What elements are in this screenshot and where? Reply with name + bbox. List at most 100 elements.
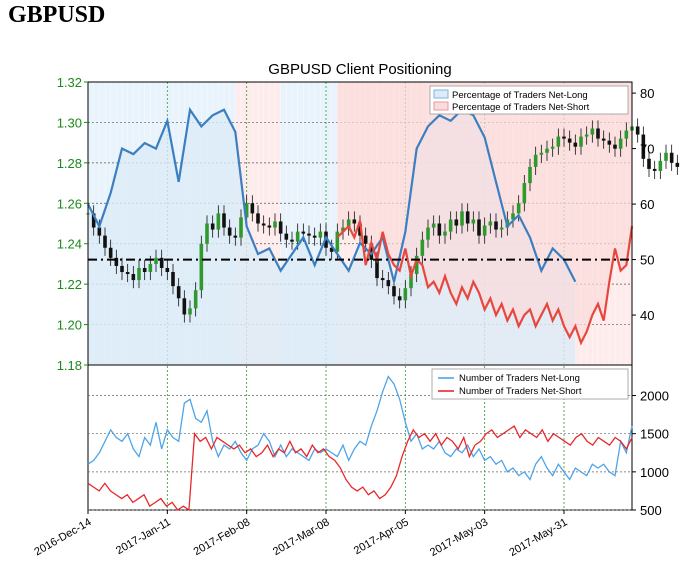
- candle-body: [522, 183, 527, 204]
- legend-label-short: Percentage of Traders Net-Short: [452, 102, 590, 113]
- candle-body: [528, 166, 532, 184]
- candle-body: [103, 235, 107, 248]
- candle-body: [584, 134, 589, 137]
- upper-legend-box: [429, 85, 629, 115]
- candle-body: [448, 219, 453, 232]
- candle-body: [397, 296, 402, 301]
- candle-body: [596, 128, 600, 139]
- candle-body: [284, 233, 289, 240]
- candle-body: [426, 227, 430, 240]
- candle-body: [261, 223, 266, 226]
- x-tick-label: 2017-May-31: [507, 516, 569, 559]
- lower-right-tick-label: 1500: [640, 427, 669, 442]
- candle-body: [193, 290, 198, 309]
- right-tick-label: 50: [640, 253, 654, 268]
- candle-body: [239, 217, 243, 238]
- candle-body: [318, 231, 323, 238]
- candle-body: [244, 203, 249, 218]
- candle-body: [267, 225, 272, 228]
- candle-body: [233, 235, 238, 238]
- candle-body: [658, 160, 663, 171]
- candle-body: [414, 255, 419, 275]
- candle-body: [363, 235, 368, 244]
- candle-body: [273, 221, 277, 228]
- candle-body: [256, 213, 260, 224]
- x-tick-label: 2017-Jan-11: [114, 516, 173, 557]
- candle-body: [131, 274, 136, 281]
- candle-body: [460, 211, 464, 226]
- page-title: GBPUSD: [8, 2, 106, 28]
- left-tick-label: 1.32: [57, 75, 82, 90]
- candle-body: [142, 267, 147, 273]
- candle-body: [545, 148, 549, 153]
- candle-body: [392, 286, 396, 297]
- candle-body: [539, 152, 544, 155]
- left-tick-label: 1.24: [57, 237, 82, 252]
- candle-body: [108, 247, 113, 258]
- candle-body: [409, 274, 413, 289]
- candle-body: [295, 231, 300, 242]
- candle-body: [380, 278, 385, 281]
- right-tick-label: 40: [640, 308, 654, 323]
- candle-body: [443, 231, 447, 236]
- left-tick-label: 1.28: [57, 156, 82, 171]
- candle-body: [647, 158, 651, 169]
- candle-body: [227, 227, 232, 236]
- candle-body: [312, 235, 317, 238]
- candle-body: [669, 152, 674, 163]
- left-tick-label: 1.18: [57, 358, 82, 373]
- left-tick-label: 1.30: [57, 115, 82, 130]
- candle-body: [488, 221, 493, 226]
- candle-body: [165, 267, 170, 273]
- candle-body: [624, 130, 629, 139]
- candle-body: [335, 231, 340, 252]
- legend-label-traders-long: Number of Traders Net-Long: [459, 373, 580, 384]
- candle-body: [341, 227, 345, 232]
- candle-body: [465, 211, 470, 224]
- legend-swatch-short: [433, 101, 449, 111]
- lower-right-tick-label: 1000: [640, 465, 669, 480]
- candle-body: [137, 267, 141, 281]
- candle-body: [199, 243, 204, 291]
- candle-body: [550, 146, 555, 149]
- x-tick-label: 2017-Mar-08: [271, 516, 332, 558]
- candle-body: [375, 259, 379, 279]
- left-tick-label: 1.22: [57, 277, 82, 292]
- candle-body: [675, 162, 680, 167]
- candle-body: [148, 263, 153, 273]
- candle-body: [533, 154, 538, 167]
- candle-body: [664, 152, 668, 161]
- candle-body: [573, 142, 578, 147]
- chart-title: GBPUSD Client Positioning: [268, 61, 451, 78]
- candle-body: [454, 219, 459, 226]
- candle-body: [516, 203, 521, 214]
- candle-body: [471, 219, 476, 224]
- candle-body: [635, 126, 640, 135]
- traders-net-short-line: [87, 425, 633, 512]
- candle-body: [477, 219, 481, 236]
- candle-body: [290, 239, 294, 242]
- x-tick-label: 2016-Dec-14: [32, 516, 93, 558]
- candle-body: [641, 134, 646, 159]
- candle-body: [210, 223, 215, 230]
- candle-body: [369, 243, 374, 260]
- candle-body: [420, 239, 425, 256]
- traders-net-long-line: [87, 375, 633, 481]
- net-short-percent-line: [336, 220, 634, 346]
- candle-body: [567, 138, 572, 143]
- candle-body: [652, 168, 657, 171]
- candle-body: [171, 272, 175, 287]
- left-tick-label: 1.20: [57, 318, 82, 333]
- right-tick-label: 60: [640, 197, 654, 212]
- candle-body: [437, 223, 442, 236]
- candle-body: [278, 221, 283, 234]
- candle-body: [91, 213, 96, 228]
- legend-swatch-long: [433, 89, 449, 99]
- candle-body: [562, 136, 566, 139]
- x-tick-label: 2017-Apr-05: [352, 516, 411, 557]
- candle-body: [125, 272, 130, 275]
- candle-body: [386, 280, 391, 287]
- candle-body: [216, 213, 221, 230]
- candle-body: [579, 136, 583, 147]
